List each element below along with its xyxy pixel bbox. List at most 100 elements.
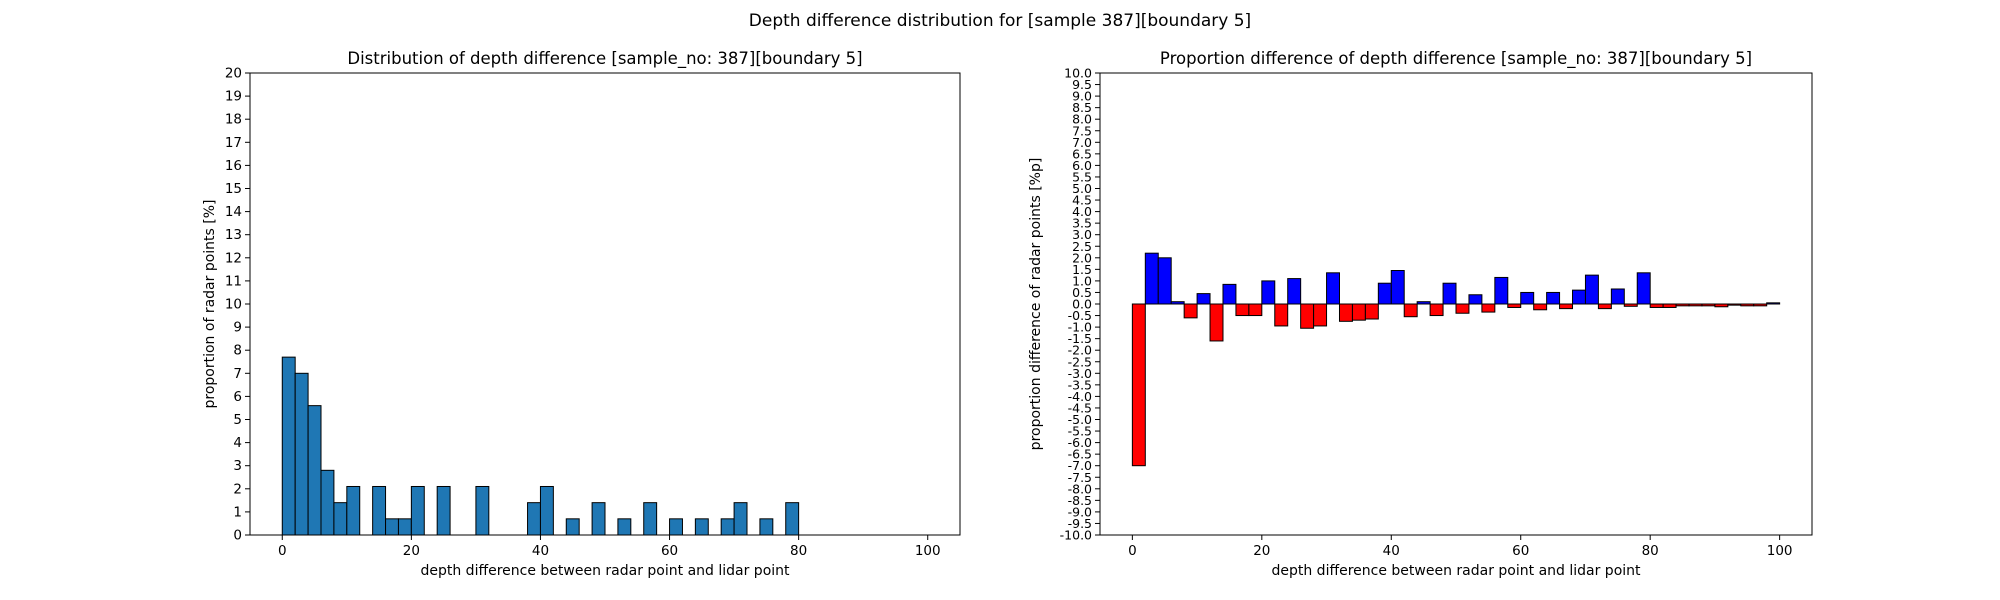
- difference-bar: [1559, 303, 1574, 310]
- histogram-bar: [294, 372, 309, 536]
- histogram-bar: [527, 502, 541, 536]
- difference-bar: [1209, 303, 1224, 342]
- histogram-x-axis: 0 20 40 60 80 100: [278, 535, 941, 559]
- y-tick-label: 6: [233, 389, 242, 405]
- difference-bar: [1597, 303, 1612, 310]
- difference-bar: [1196, 293, 1211, 305]
- difference-x-axis: 0 20 40 60 80 100: [1128, 535, 1793, 559]
- y-tick-label: 5.5: [1072, 169, 1092, 184]
- difference-bar: [1546, 291, 1561, 305]
- y-tick-label: -10.0: [1060, 528, 1092, 543]
- x-tick-label: 80: [790, 543, 807, 559]
- difference-bar: [1313, 303, 1328, 327]
- difference-bar: [1507, 303, 1522, 308]
- y-tick-label: 9: [233, 320, 242, 336]
- difference-bar: [1701, 303, 1716, 307]
- histogram-bar: [733, 502, 748, 536]
- y-tick-label: 14: [225, 204, 242, 220]
- difference-bar: [1649, 303, 1664, 308]
- difference-bar: [1248, 303, 1263, 317]
- histogram-bar: [475, 485, 490, 536]
- y-tick-label: -2.5: [1068, 354, 1092, 369]
- y-tick-label: -8.0: [1068, 481, 1092, 496]
- y-tick-label: -1.0: [1068, 320, 1092, 335]
- difference-bar: [1636, 272, 1651, 305]
- difference-bar: [1572, 289, 1586, 305]
- difference-bar: [1222, 283, 1237, 305]
- x-tick-label: 80: [1642, 543, 1659, 559]
- y-tick-label: 5: [233, 412, 242, 428]
- difference-bar: [1183, 303, 1198, 319]
- difference-bar: [1740, 303, 1755, 307]
- difference-y-axis: -10.0-9.5-9.0-8.5-8.0-7.5-7.0-6.5-6.0-5.…: [1060, 66, 1100, 543]
- y-tick-label: -9.0: [1068, 504, 1092, 519]
- difference-bar: [1533, 303, 1548, 311]
- y-tick-label: 7: [233, 366, 242, 382]
- x-tick-label: 60: [661, 543, 678, 559]
- y-tick-label: 11: [225, 273, 242, 289]
- y-tick-label: -3.0: [1068, 366, 1092, 381]
- histogram-bar: [720, 518, 735, 536]
- y-tick-label: 8: [233, 343, 242, 359]
- figure-suptitle: Depth difference distribution for [sampl…: [749, 11, 1251, 31]
- histogram-bar: [591, 502, 606, 536]
- y-tick-label: -6.5: [1068, 447, 1092, 462]
- difference-bar: [1455, 303, 1470, 314]
- difference-bar: [1351, 303, 1366, 321]
- histogram-x-label: depth difference between radar point and…: [420, 563, 790, 579]
- difference-bar: [1131, 303, 1146, 467]
- histogram-bar: [565, 518, 580, 536]
- histogram-bar: [539, 485, 554, 536]
- difference-bar: [1520, 291, 1535, 305]
- difference-bar: [1481, 303, 1496, 313]
- difference-bar: [1390, 270, 1405, 305]
- y-tick-label: 10.0: [1064, 66, 1092, 81]
- histogram-bar: [397, 518, 412, 536]
- difference-bar: [1326, 272, 1341, 305]
- y-tick-label: 13: [225, 227, 242, 243]
- difference-bar: [1170, 301, 1185, 305]
- difference-bar: [1675, 303, 1690, 307]
- difference-bar: [1157, 257, 1172, 305]
- y-tick-label: 3.0: [1072, 227, 1092, 242]
- x-tick-label: 100: [915, 543, 941, 559]
- difference-bar: [1287, 278, 1302, 305]
- x-tick-label: 20: [403, 543, 420, 559]
- y-tick-label: -4.0: [1068, 389, 1092, 404]
- x-tick-label: 40: [1383, 543, 1400, 559]
- difference-bar: [1766, 302, 1781, 305]
- y-tick-label: 3: [233, 458, 242, 474]
- difference-bar: [1753, 303, 1768, 307]
- histogram-bar: [372, 485, 387, 536]
- y-tick-label: 5.0: [1072, 181, 1092, 196]
- difference-bar: [1235, 303, 1250, 317]
- y-tick-label: -4.5: [1068, 400, 1092, 415]
- y-tick-label: -3.5: [1068, 377, 1092, 392]
- difference-bar: [1468, 294, 1483, 305]
- histogram-bar: [320, 469, 335, 536]
- difference-y-label: proportion difference of radar points [%…: [1028, 158, 1044, 451]
- difference-bar: [1584, 274, 1599, 305]
- y-tick-label: -6.0: [1068, 435, 1092, 450]
- x-tick-label: 40: [532, 543, 549, 559]
- y-tick-label: 7.0: [1072, 135, 1092, 150]
- histogram-bar: [385, 518, 399, 536]
- y-tick-label: 4.5: [1072, 193, 1092, 208]
- difference-bar: [1610, 288, 1625, 305]
- y-tick-label: 12: [225, 250, 242, 266]
- histogram-chart: Distribution of depth difference [sample…: [202, 49, 961, 579]
- difference-bar: [1377, 282, 1392, 305]
- x-tick-label: 100: [1767, 543, 1793, 559]
- difference-bar: [1714, 303, 1729, 308]
- y-tick-label: 20: [225, 66, 242, 82]
- difference-bar: [1727, 303, 1742, 306]
- y-tick-label: 7.5: [1072, 123, 1092, 138]
- y-tick-label: 6.0: [1072, 158, 1092, 173]
- difference-bar: [1300, 303, 1315, 329]
- histogram-bar: [436, 485, 451, 536]
- y-tick-label: 0.0: [1072, 297, 1092, 312]
- difference-bar: [1623, 303, 1638, 307]
- y-tick-label: 16: [225, 158, 242, 174]
- y-tick-label: 8.5: [1072, 100, 1092, 115]
